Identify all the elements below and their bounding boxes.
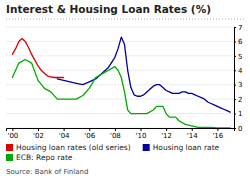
- y-tick: 2: [234, 96, 242, 104]
- x-tick-mark: [38, 128, 39, 131]
- x-tick: '14: [187, 128, 198, 140]
- legend-swatch: [143, 144, 150, 151]
- legend-label: Housing loan rate: [153, 143, 220, 152]
- y-tick: 4: [234, 67, 243, 75]
- y-tick-mark: [234, 56, 236, 57]
- y-axis: 0 1 2 3 4 5 6 7: [234, 24, 243, 133]
- plot: '00 '02 '04 '06 '08 '10 '12 '14 '16 0 1 2 3 4 5 6 7: [6, 24, 243, 140]
- legend-item: Housing loan rates (old series): [6, 143, 131, 152]
- x-tick-mark: [140, 128, 141, 131]
- legend: Housing loan rates (old series) Housing l…: [6, 143, 220, 162]
- series-line: [12, 39, 63, 78]
- y-tick: 6: [234, 38, 243, 46]
- y-tick-label: 2: [238, 96, 242, 104]
- x-tick-mark: [12, 128, 13, 131]
- x-tick-label: '04: [59, 132, 70, 140]
- title: Interest & Housing Loan Rates (%): [6, 3, 211, 15]
- y-tick-label: 7: [238, 24, 242, 32]
- y-tick: 5: [234, 53, 242, 61]
- series-line: [57, 37, 230, 112]
- grid: [6, 27, 234, 128]
- x-tick-label: '14: [187, 132, 198, 140]
- y-tick-mark: [234, 41, 236, 42]
- x-axis: '00 '02 '04 '06 '08 '10 '12 '14 '16: [7, 128, 235, 140]
- x-tick: '16: [212, 128, 223, 140]
- y-tick: 7: [234, 24, 242, 32]
- lines: [12, 37, 230, 128]
- grid-line: [6, 99, 234, 100]
- x-tick-label: '02: [33, 132, 44, 140]
- y-tick-label: 6: [238, 38, 243, 46]
- x-tick-label: '06: [84, 132, 95, 140]
- title-rule: [6, 19, 244, 20]
- y-tick-mark: [234, 85, 236, 86]
- y-tick-mark: [234, 99, 236, 100]
- series-line: [12, 59, 230, 128]
- y-tick-label: 5: [238, 53, 242, 61]
- x-tick-mark: [64, 128, 65, 131]
- y-tick-label: 4: [238, 67, 243, 75]
- y-tick-label: 0: [238, 125, 242, 133]
- y-tick-mark: [234, 128, 236, 129]
- grid-line: [6, 84, 234, 85]
- x-tick: '12: [161, 128, 172, 140]
- x-tick-mark: [115, 128, 116, 131]
- y-tick: 1: [234, 110, 242, 118]
- grid-line: [6, 27, 234, 28]
- x-tick: '10: [136, 128, 147, 140]
- x-axis-line: [7, 129, 235, 132]
- chart: Housing loan rates (old series) Housing l…: [0, 0, 250, 180]
- x-tick-label: '16: [212, 132, 223, 140]
- source: Source: Bank of Finland: [6, 168, 88, 176]
- x-tick: '08: [110, 128, 121, 140]
- legend-item: ECB: Repo rate: [6, 153, 73, 162]
- legend-label: ECB: Repo rate: [16, 153, 73, 162]
- x-tick-label: '12: [161, 132, 172, 140]
- legend-label: Housing loan rates (old series): [16, 143, 131, 152]
- y-tick: 0: [234, 125, 242, 133]
- x-tick: '02: [33, 128, 44, 140]
- y-tick-mark: [234, 114, 236, 115]
- x-tick: '06: [84, 128, 95, 140]
- x-tick-mark: [192, 128, 193, 131]
- y-tick-mark: [234, 27, 236, 28]
- y-tick-label: 1: [238, 110, 242, 118]
- x-tick-label: '10: [136, 132, 147, 140]
- legend-swatch: [6, 154, 13, 161]
- grid-line: [6, 113, 234, 114]
- y-tick-label: 3: [238, 81, 242, 89]
- x-tick-mark: [89, 128, 90, 131]
- x-tick-label: '08: [110, 132, 121, 140]
- x-tick-label: '00: [7, 132, 18, 140]
- y-tick: 3: [234, 81, 242, 89]
- x-tick: '04: [59, 128, 70, 140]
- legend-item: Housing loan rate: [143, 143, 220, 152]
- grid-line: [6, 55, 234, 56]
- y-axis-line: [235, 28, 237, 129]
- x-tick-mark: [217, 128, 218, 131]
- legend-swatch: [6, 144, 13, 151]
- x-tick-mark: [166, 128, 167, 131]
- x-tick: '00: [7, 128, 18, 140]
- y-tick-mark: [234, 70, 236, 71]
